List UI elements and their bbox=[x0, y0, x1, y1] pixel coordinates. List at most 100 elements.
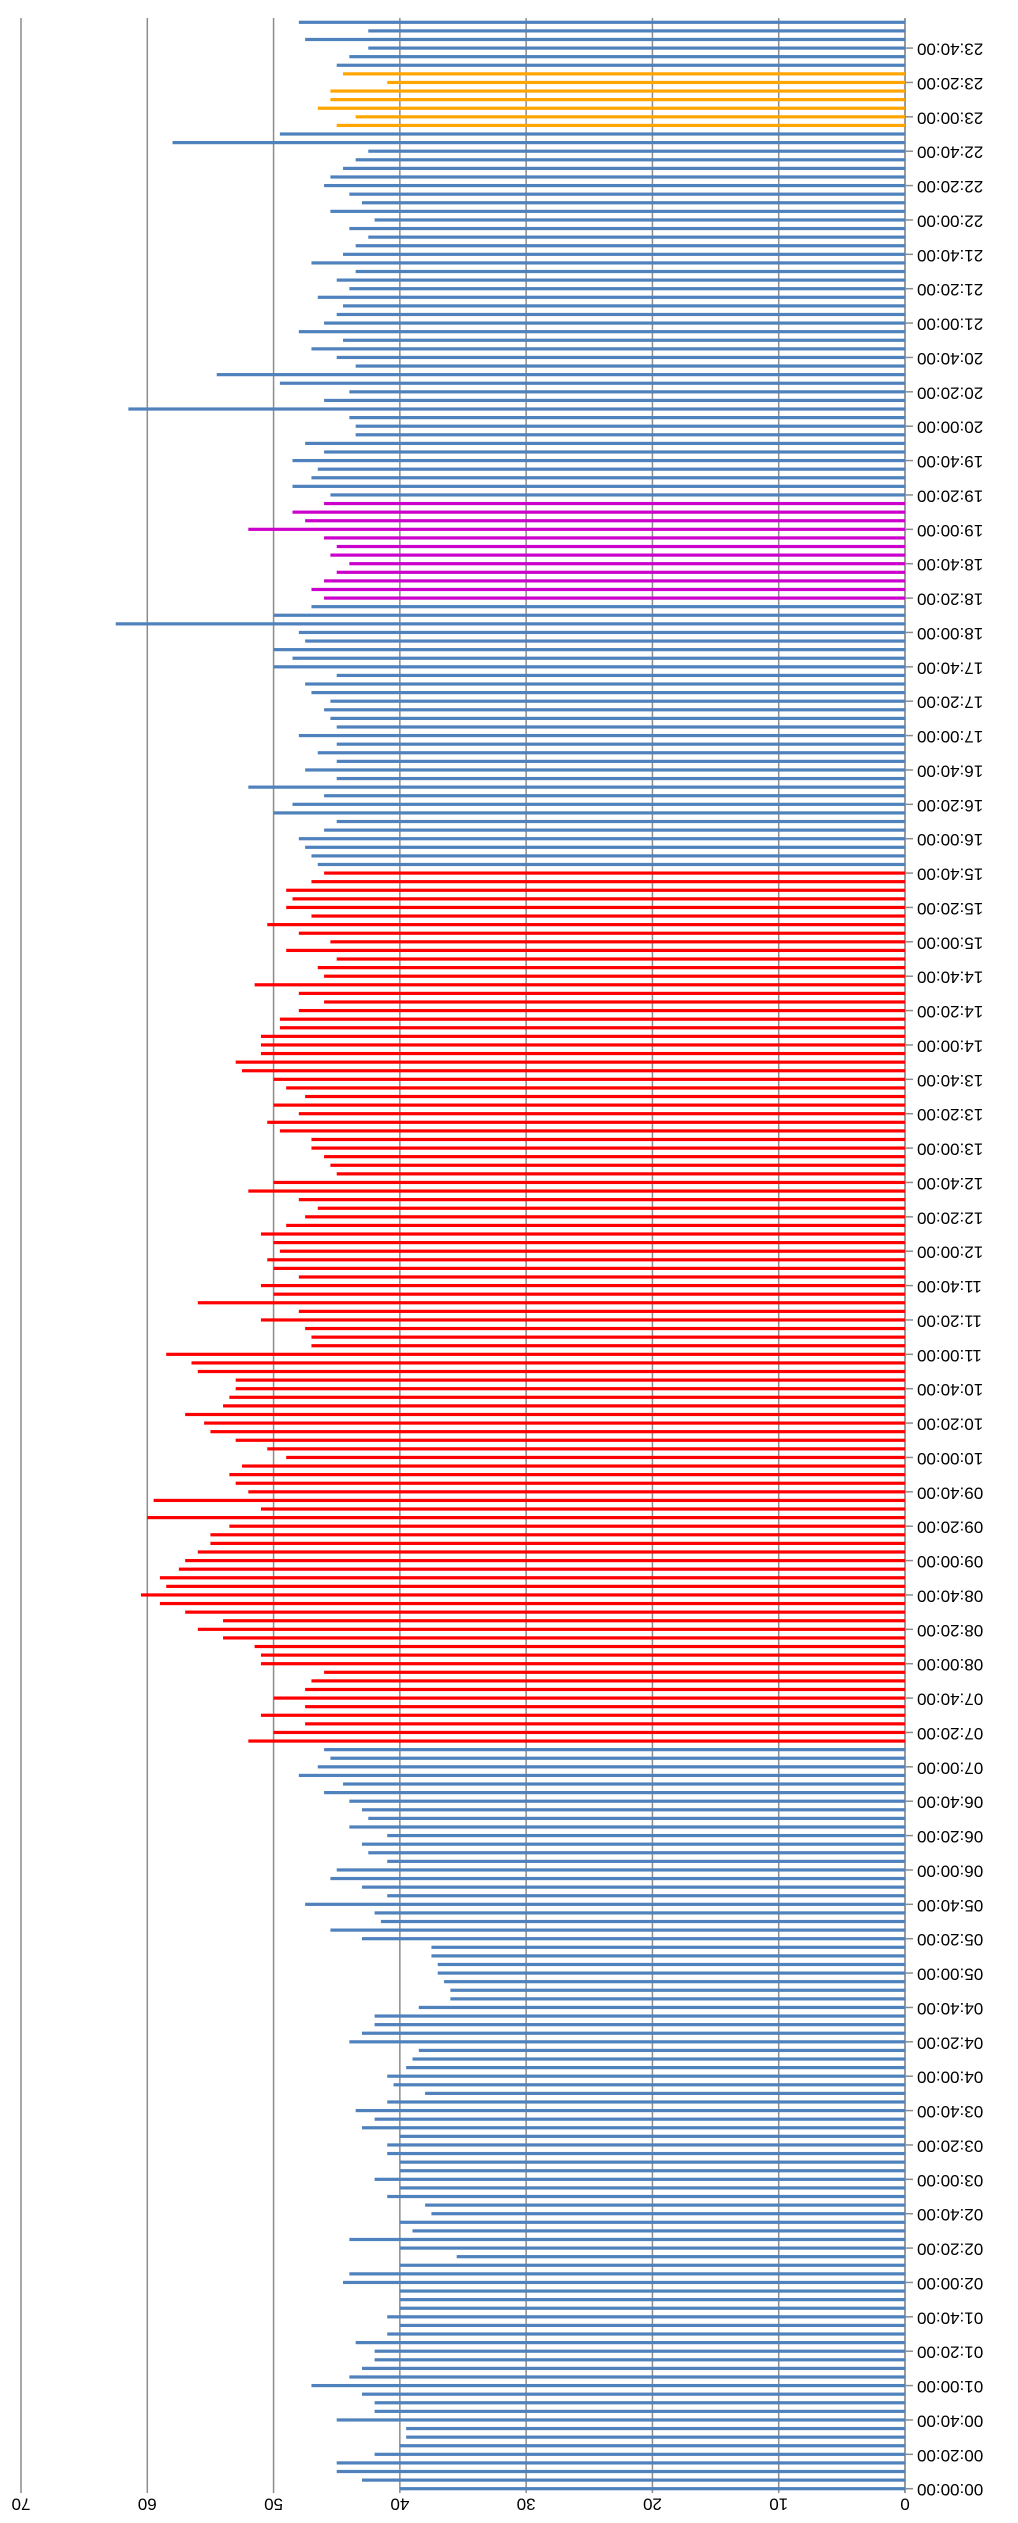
bar bbox=[260, 1034, 905, 1038]
bar bbox=[324, 871, 906, 875]
bar bbox=[311, 587, 905, 592]
bar bbox=[361, 1842, 905, 1846]
bar bbox=[305, 441, 905, 445]
bar bbox=[229, 1524, 906, 1528]
bar bbox=[431, 2212, 905, 2216]
x-tick-label: 18:00:00 bbox=[917, 624, 983, 643]
bar bbox=[115, 622, 905, 626]
bar bbox=[324, 1670, 906, 1674]
x-tick-label: 10:00:00 bbox=[917, 1449, 983, 1468]
bar bbox=[267, 1120, 905, 1124]
bar bbox=[412, 2057, 905, 2061]
x-tick-label: 13:00:00 bbox=[917, 1140, 983, 1159]
bar bbox=[336, 957, 905, 961]
bar bbox=[273, 648, 906, 652]
bar bbox=[267, 923, 905, 927]
bar bbox=[185, 1412, 905, 1417]
bar bbox=[343, 72, 905, 76]
bar bbox=[349, 390, 906, 394]
bar bbox=[305, 1326, 905, 1331]
x-tick-label: 01:20:00 bbox=[917, 2343, 983, 2362]
bar bbox=[425, 2091, 905, 2095]
bar bbox=[279, 381, 905, 385]
bar bbox=[374, 2117, 906, 2121]
bar bbox=[311, 1137, 905, 1142]
bar bbox=[324, 828, 906, 832]
y-tick-label: 20 bbox=[643, 2495, 662, 2514]
bar bbox=[399, 2298, 905, 2302]
x-tick-label: 10:40:00 bbox=[917, 1380, 983, 1399]
bar bbox=[305, 1215, 905, 1219]
bar bbox=[248, 785, 906, 789]
bar bbox=[153, 1498, 906, 1503]
bar bbox=[311, 880, 905, 884]
bar bbox=[349, 1825, 906, 1829]
bar bbox=[324, 596, 906, 600]
y-tick-label: 60 bbox=[138, 2495, 157, 2514]
x-tick-label: 15:40:00 bbox=[917, 865, 983, 884]
bar bbox=[399, 2169, 905, 2173]
bar bbox=[361, 2366, 905, 2370]
y-tick-label: 40 bbox=[390, 2495, 409, 2514]
bar bbox=[311, 347, 905, 351]
x-tick-label: 13:40:00 bbox=[917, 1071, 983, 1090]
bar bbox=[305, 1705, 905, 1709]
bar bbox=[368, 46, 905, 50]
x-tick-label: 04:40:00 bbox=[917, 1999, 983, 2018]
x-tick-label: 12:00:00 bbox=[917, 1243, 983, 1262]
bar bbox=[336, 63, 905, 67]
bar bbox=[324, 536, 906, 540]
bar bbox=[197, 1369, 906, 1374]
x-tick-label: 09:20:00 bbox=[917, 1518, 983, 1537]
bar bbox=[248, 1739, 906, 1743]
x-tick-label: 07:20:00 bbox=[917, 1724, 983, 1743]
bar bbox=[178, 1567, 906, 1571]
bar bbox=[368, 1816, 905, 1820]
bar bbox=[273, 1241, 906, 1245]
x-tick-label: 19:00:00 bbox=[917, 521, 983, 540]
bar bbox=[235, 1060, 905, 1064]
bar bbox=[374, 2358, 906, 2362]
bar bbox=[311, 261, 905, 265]
x-tick-label: 20:00:00 bbox=[917, 418, 983, 437]
bar bbox=[279, 132, 905, 136]
bar bbox=[260, 1232, 905, 1236]
bar bbox=[387, 2332, 905, 2336]
x-tick-label: 00:20:00 bbox=[917, 2446, 983, 2465]
bar bbox=[279, 1129, 905, 1133]
bar bbox=[317, 295, 905, 299]
bar bbox=[355, 2108, 905, 2113]
bar bbox=[260, 1653, 905, 1657]
bar bbox=[292, 897, 905, 901]
bar bbox=[298, 330, 906, 334]
bar bbox=[361, 2031, 905, 2035]
bar bbox=[317, 966, 905, 970]
x-tick-label: 23:20:00 bbox=[917, 74, 983, 93]
x-tick-label: 13:20:00 bbox=[917, 1105, 983, 1124]
bar bbox=[311, 854, 905, 858]
bar bbox=[311, 476, 905, 480]
x-tick-label: 21:00:00 bbox=[917, 315, 983, 334]
bar bbox=[166, 1584, 905, 1588]
bar bbox=[336, 355, 905, 360]
bar bbox=[260, 1507, 905, 1511]
bar bbox=[292, 510, 905, 514]
bar bbox=[374, 2349, 906, 2353]
bar bbox=[330, 209, 905, 213]
bar bbox=[286, 1086, 905, 1090]
bar bbox=[349, 416, 906, 420]
x-tick-label: 16:40:00 bbox=[917, 761, 983, 780]
bar bbox=[204, 1421, 906, 1425]
bar bbox=[418, 2005, 905, 2010]
bar bbox=[254, 983, 905, 987]
bar bbox=[355, 433, 905, 437]
bar bbox=[355, 244, 905, 248]
x-tick-label: 14:00:00 bbox=[917, 1036, 983, 1055]
bar bbox=[450, 1988, 905, 1992]
bar bbox=[368, 149, 905, 153]
bar bbox=[418, 2048, 905, 2053]
bar bbox=[330, 1756, 905, 1760]
bar bbox=[324, 1155, 906, 1159]
x-tick-label: 05:20:00 bbox=[917, 1930, 983, 1949]
